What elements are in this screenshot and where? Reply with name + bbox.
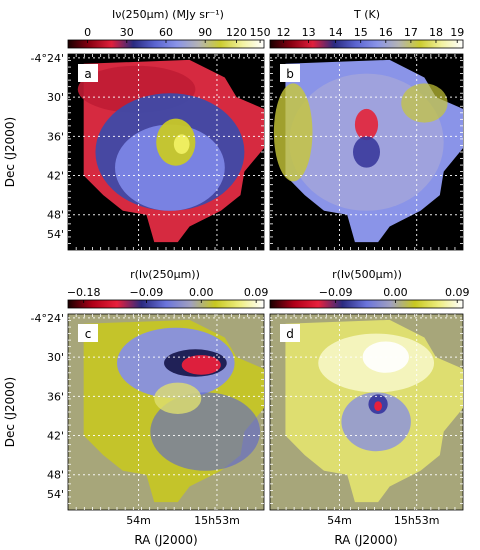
colorbar-tick-label: 18 (429, 26, 443, 39)
colorbar-tick-label: 0 (84, 26, 91, 39)
emission-feature (401, 83, 448, 123)
panel-a: Iν(250µm) (MJy sr⁻¹) 0 30 60 90 120 150 a (67, 8, 271, 251)
dec-tick-label: 30' (47, 351, 64, 364)
emission-feature (354, 108, 379, 141)
colorbar-d (269, 299, 464, 309)
emission-feature (374, 401, 382, 412)
emission-feature (341, 392, 411, 452)
colorbar-tick-label: 19 (450, 26, 464, 39)
x-axis-title-d: RA (J2000) (334, 533, 397, 547)
ra-tick-labels-d: 54m 15h53m (327, 514, 439, 527)
ra-tick-label: 15h53m (194, 514, 240, 527)
dec-tick-label: 54' (47, 488, 64, 501)
colorbar-tick-label: 120 (226, 26, 247, 39)
dec-tick-label: 42' (47, 170, 64, 183)
ra-tick-label: 15h53m (394, 514, 440, 527)
colorbar-tick-label: 0.09 (445, 286, 470, 299)
emission-feature (173, 134, 190, 154)
colorbar-tick-label: 60 (159, 26, 173, 39)
panel-label-box-a (78, 64, 98, 82)
map-d (285, 319, 463, 503)
panel-label-box-b (280, 64, 300, 82)
y-axis-title-bottom: Dec (J2000) (3, 377, 17, 447)
panel-b: T (K) 12 13 14 15 16 17 18 19 b (269, 8, 464, 251)
grid-b (270, 54, 463, 250)
dec-tick-label: 54' (47, 228, 64, 241)
colorbar-tick-label: 30 (120, 26, 134, 39)
map-c (83, 319, 264, 503)
colorbar-ticks-b: 12 13 14 15 16 17 18 19 (277, 26, 464, 43)
colorbar-tick-label: 0.09 (244, 286, 269, 299)
colorbar-title-d: r(Iν(500µm)) (332, 268, 402, 281)
ra-tick-label: 54m (126, 514, 151, 527)
map-a (77, 59, 264, 243)
panel-label-d: d (286, 327, 294, 341)
x-axis-title-c: RA (J2000) (134, 533, 197, 547)
colorbar-tick-label: −0.09 (130, 286, 164, 299)
frame-ticks-b (270, 54, 463, 250)
dec-tick-label: 48' (47, 209, 64, 222)
ra-tick-label: 54m (327, 514, 352, 527)
dec-tick-label: 36' (47, 130, 64, 143)
emission-feature (352, 136, 381, 168)
colorbar-title-b: T (K) (353, 8, 380, 21)
colorbar-tick-label: −0.18 (67, 286, 101, 299)
dec-tick-label: 30' (47, 91, 64, 104)
panel-label-b: b (286, 67, 294, 81)
dec-tick-label: 48' (47, 469, 64, 482)
y-axis-title-top: Dec (J2000) (3, 117, 17, 187)
colorbar-ticks-d: −0.09 0.00 0.09 (319, 286, 470, 303)
emission-feature (154, 382, 202, 414)
panel-c: r(Iν(250µm)) −0.18 −0.09 0.00 0.09 c (67, 268, 269, 511)
colorbar-tick-label: 150 (250, 26, 271, 39)
emission-feature (181, 355, 221, 375)
colorbar-tick-label: 0.00 (383, 286, 408, 299)
grid-d (270, 314, 463, 510)
emission-feature (273, 83, 313, 182)
colorbar-tick-label: 17 (404, 26, 418, 39)
colorbar-ticks-c: −0.18 −0.09 0.00 0.09 (67, 286, 269, 303)
colorbar-title-c: r(Iν(250µm)) (130, 268, 200, 281)
dec-tick-label: -4°24' (31, 312, 65, 325)
colorbar-b (269, 39, 464, 49)
colorbar-tick-label: 14 (329, 26, 343, 39)
colorbar-tick-label: −0.09 (319, 286, 353, 299)
colorbar-tick-label: 12 (277, 26, 291, 39)
colorbar-tick-label: 13 (302, 26, 316, 39)
dec-tick-label: 42' (47, 430, 64, 443)
frame-ticks-c (68, 314, 264, 510)
dec-tick-label: 36' (47, 390, 64, 403)
dec-tick-label: -4°24' (31, 52, 65, 65)
colorbar-title-a: Iν(250µm) (MJy sr⁻¹) (112, 8, 224, 21)
panel-d: r(Iν(500µm)) −0.09 0.00 0.09 d (269, 268, 470, 511)
colorbar-ticks-a: 0 30 60 90 120 150 (84, 26, 271, 43)
dec-tick-labels-top: -4°24' 30' 36' 42' 48' 54' (31, 52, 65, 241)
colorbar-tick-label: 16 (379, 26, 393, 39)
dec-tick-labels-bottom: -4°24' 30' 36' 42' 48' 54' (31, 312, 65, 501)
panel-label-box-c (78, 324, 98, 342)
panel-label-a: a (84, 67, 91, 81)
panel-label-box-d (280, 324, 300, 342)
panel-label-c: c (85, 327, 92, 341)
colorbar-tick-label: 90 (198, 26, 212, 39)
ra-tick-labels-c: 54m 15h53m (126, 514, 240, 527)
colorbar-tick-label: 15 (354, 26, 368, 39)
emission-feature (115, 124, 225, 211)
frame-ticks-d (270, 314, 463, 510)
map-b (273, 59, 463, 243)
frame-ticks-a (68, 54, 264, 250)
colorbar-c (67, 299, 265, 309)
colorbar-tick-label: 0.00 (189, 286, 214, 299)
